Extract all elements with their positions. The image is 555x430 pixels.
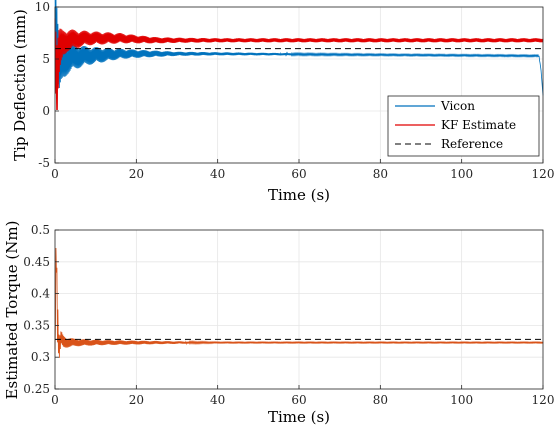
y-tick-label: 10 [35, 0, 50, 14]
y-tick-label: 0 [42, 104, 50, 118]
y-tick-label: 0.4 [31, 287, 50, 301]
torque-plot: 0 20 40 60 80 100 120 0.25 0.3 0.35 0.4 0.45 0.5 Tim… [3, 221, 554, 426]
plot2-xlabel: Time (s) [268, 408, 330, 426]
plot2-ylabel: Estimated Torque (Nm) [3, 221, 21, 400]
y-tick-label: 5 [42, 52, 50, 66]
plot1-series [54, 0, 544, 110]
x-tick-label: 80 [373, 393, 388, 407]
x-tick-label: 20 [129, 167, 144, 181]
x-tick-label: 120 [532, 167, 555, 181]
x-tick-label: 0 [51, 167, 59, 181]
x-tick-label: 60 [291, 167, 306, 181]
x-tick-label: 40 [210, 393, 225, 407]
x-tick-label: 100 [450, 393, 473, 407]
x-tick-label: 40 [210, 167, 225, 181]
y-tick-label: -5 [38, 156, 50, 170]
y-tick-label: 0.3 [31, 350, 50, 364]
x-tick-label: 120 [532, 393, 555, 407]
legend-label-vicon: Vicon [440, 99, 475, 113]
legend-label-reference: Reference [441, 137, 503, 151]
plot2-series [54, 248, 544, 358]
y-tick-label: 0.35 [23, 318, 50, 332]
x-tick-label: 80 [373, 167, 388, 181]
series-line-vicon [54, 0, 544, 96]
x-tick-label: 0 [51, 393, 59, 407]
y-tick-label: 0.25 [23, 382, 50, 396]
legend: Vicon KF Estimate Reference [387, 95, 540, 157]
plot1-ylabel: Tip Deflection (mm) [11, 9, 29, 161]
y-tick-label: 0.45 [23, 255, 50, 269]
plot2-ticks: 0 20 40 60 80 100 120 0.25 0.3 0.35 0.4 0.45 0.5 [23, 223, 554, 407]
x-tick-label: 60 [291, 393, 306, 407]
legend-label-kf: KF Estimate [441, 118, 516, 132]
series-line-series-0 [54, 248, 544, 358]
x-tick-label: 20 [129, 393, 144, 407]
plot1-xlabel: Time (s) [268, 186, 330, 204]
x-tick-label: 100 [450, 167, 473, 181]
y-tick-label: 0.5 [31, 223, 50, 237]
series-line-kf-estimate [54, 18, 544, 110]
